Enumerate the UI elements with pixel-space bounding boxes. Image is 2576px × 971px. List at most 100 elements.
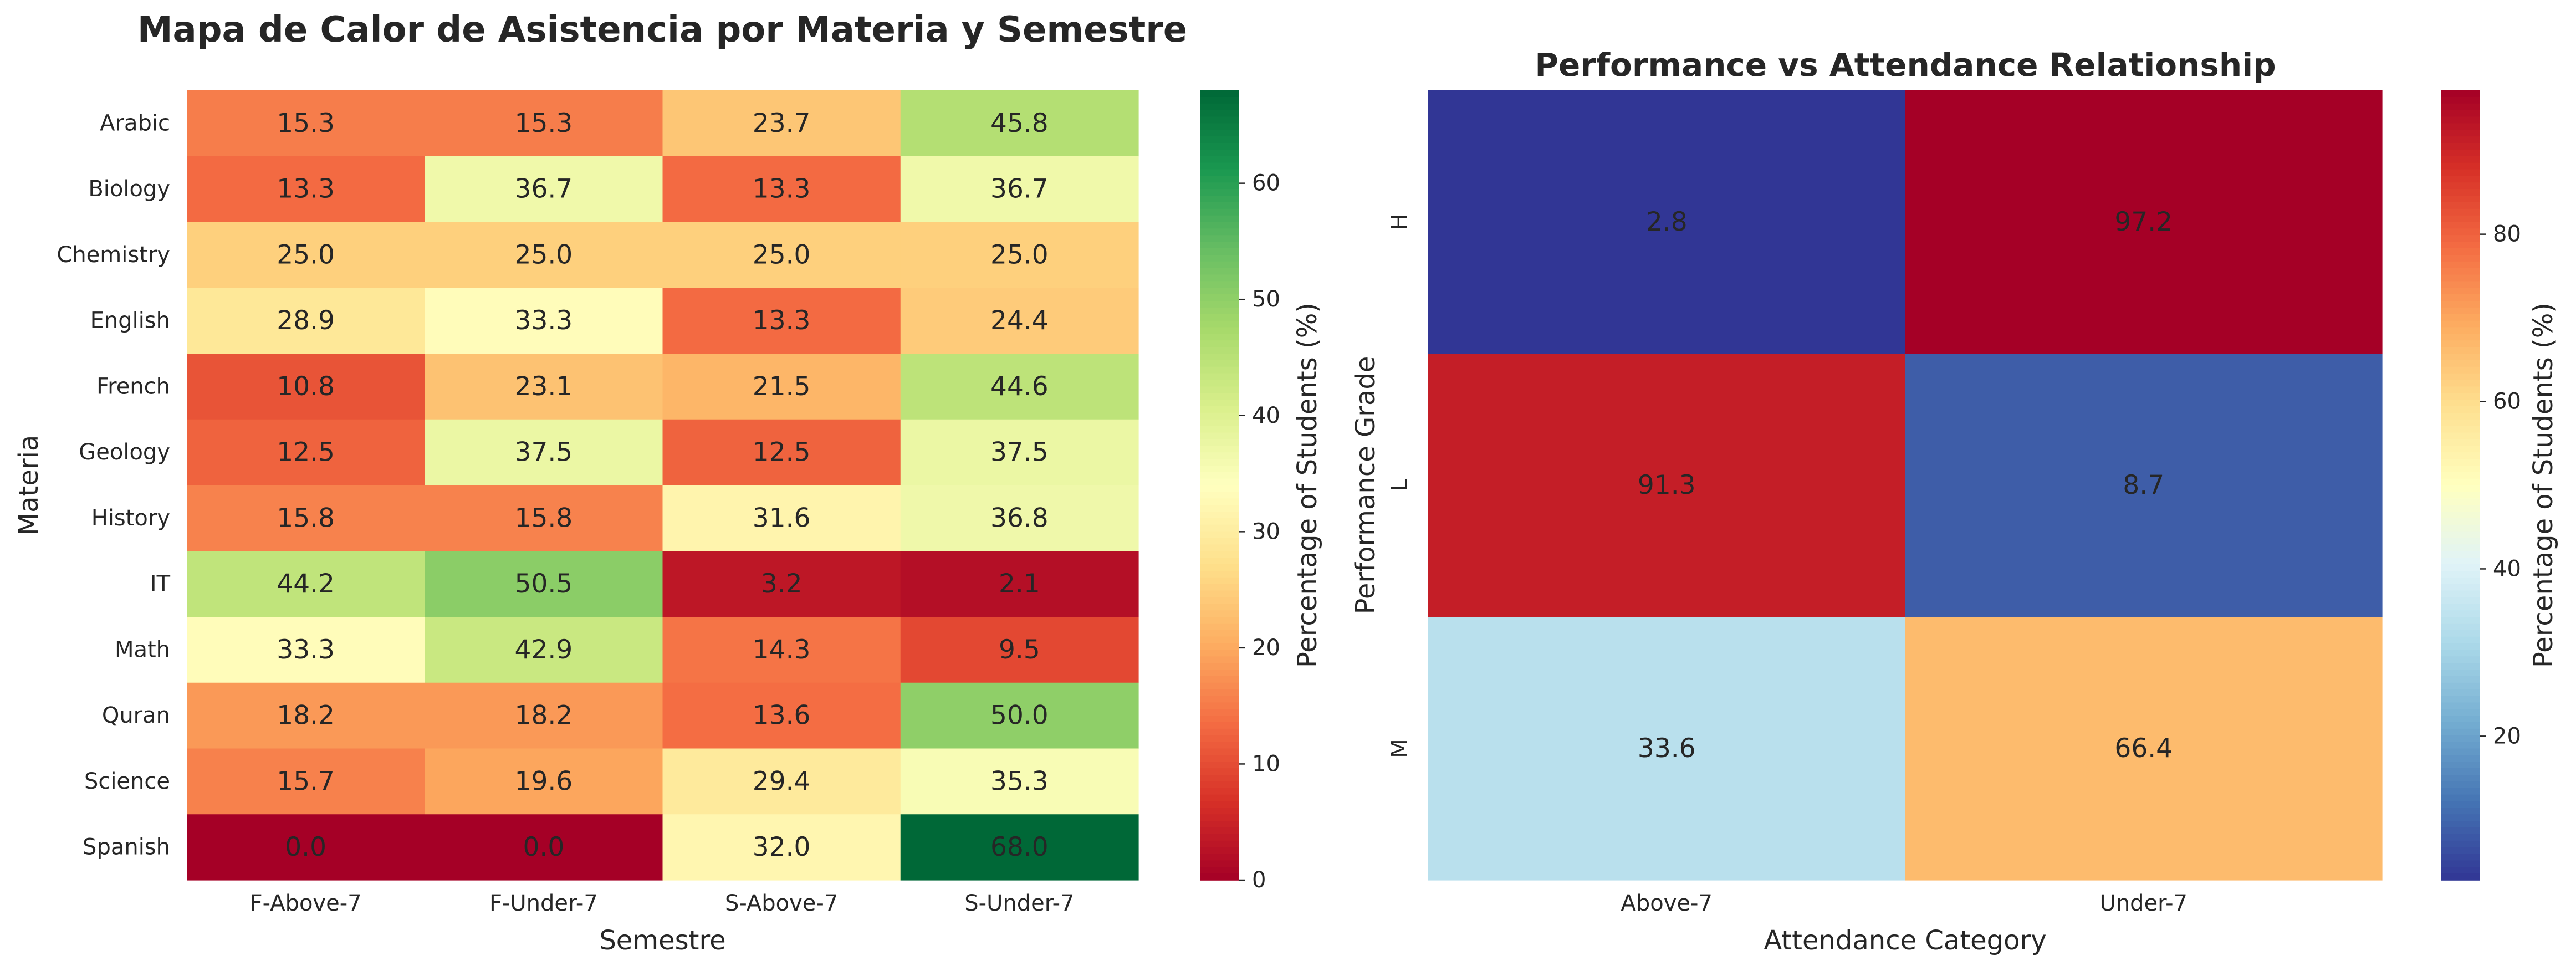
- colorbar-segment: [2441, 478, 2480, 486]
- colorbar-segment: [2441, 360, 2480, 367]
- cell-value-label: 68.0: [990, 832, 1049, 862]
- colorbar: 20 40 60 80 Percentage of Students (%): [2441, 90, 2559, 881]
- colorbar-label: Percentage of Students (%): [2528, 303, 2559, 668]
- colorbar-segment: [1200, 781, 1239, 789]
- cell-value-label: 50.5: [515, 569, 573, 599]
- colorbar-segment: [1200, 597, 1239, 605]
- colorbar-segment: [1200, 281, 1239, 289]
- colorbar-segment: [1200, 419, 1239, 427]
- colorbar-segment: [2441, 728, 2480, 736]
- colorbar-segment: [1200, 663, 1239, 670]
- colorbar-segment: [1200, 162, 1239, 170]
- colorbar-segment: [1200, 860, 1239, 868]
- colorbar-segment: [1200, 472, 1239, 479]
- colorbar-segment: [1200, 623, 1239, 631]
- colorbar-segment: [1200, 176, 1239, 183]
- colorbar-segment: [1200, 834, 1239, 841]
- colorbar-segment: [1200, 400, 1239, 407]
- y-tick-label: Science: [84, 769, 170, 794]
- colorbar-segment: [2441, 570, 2480, 578]
- y-tick-label: Arabic: [100, 110, 170, 136]
- y-tick-label: IT: [150, 571, 171, 597]
- colorbar-segment: [1200, 590, 1239, 598]
- colorbar-segment: [1200, 827, 1239, 835]
- cell-value-label: 25.0: [515, 239, 573, 270]
- heatmap-cell: [187, 90, 425, 157]
- colorbar-segment: [1200, 459, 1239, 466]
- colorbar-segment: [1200, 551, 1239, 558]
- colorbar-segment: [1200, 748, 1239, 756]
- colorbar-tick-label: 10: [1252, 751, 1280, 776]
- heatmap-cell: [425, 288, 663, 354]
- colorbar-segment: [1200, 208, 1239, 216]
- colorbar-tick-label: 60: [1252, 171, 1280, 196]
- cell-value-label: 29.4: [753, 766, 811, 796]
- x-axis-label: Attendance Category: [1764, 925, 2046, 956]
- colorbar-segment: [2441, 775, 2480, 782]
- x-axis-label: Semestre: [599, 925, 725, 956]
- colorbar-segment: [2441, 103, 2480, 111]
- colorbar-segment: [2441, 722, 2480, 729]
- colorbar-segment: [2441, 149, 2480, 157]
- heatmap-cell: [187, 156, 425, 223]
- heatmap-chart-2: 2.8 97.2 91.3 8.7 33.6 66.4 Above-7 Under-7 H L M P…: [1350, 46, 2559, 956]
- colorbar-segment: [2441, 294, 2480, 301]
- cell-value-label: 50.0: [990, 701, 1049, 731]
- colorbar-segment: [2441, 498, 2480, 505]
- heatmap-cell: [900, 156, 1139, 223]
- colorbar-segment: [1200, 814, 1239, 821]
- cell-value-label: 19.6: [515, 766, 573, 796]
- heatmap-cell: [662, 419, 901, 486]
- colorbar-segment: [1200, 558, 1239, 565]
- colorbar-segment: [2441, 610, 2480, 617]
- colorbar-segment: [1200, 570, 1239, 578]
- colorbar-segment: [2441, 314, 2480, 321]
- cell-value-label: 15.3: [277, 108, 335, 139]
- colorbar-segment: [2441, 801, 2480, 809]
- colorbar-segment: [1200, 867, 1239, 874]
- cell-value-label: 28.9: [277, 305, 335, 336]
- colorbar-segment: [2441, 419, 2480, 427]
- cell-value-label: 42.9: [515, 635, 573, 665]
- colorbar-segment: [2441, 301, 2480, 308]
- colorbar-segment: [2441, 386, 2480, 394]
- cell-value-label: 25.0: [753, 239, 811, 270]
- colorbar-segment: [2441, 123, 2480, 131]
- colorbar-segment: [2441, 307, 2480, 315]
- heatmap-cell: [187, 419, 425, 486]
- y-tick-label: M: [1387, 739, 1413, 758]
- colorbar-segment: [2441, 650, 2480, 657]
- cell-value-label: 44.2: [277, 569, 335, 599]
- colorbar-segment: [2441, 617, 2480, 624]
- cell-value-label: 45.8: [990, 108, 1049, 139]
- colorbar-segment: [1200, 696, 1239, 703]
- colorbar-segment: [2441, 242, 2480, 249]
- colorbar-segment: [1200, 242, 1239, 249]
- colorbar-segment: [1200, 722, 1239, 729]
- colorbar-segment: [1200, 196, 1239, 203]
- colorbar-segment: [1200, 426, 1239, 433]
- colorbar-segment: [1200, 643, 1239, 651]
- colorbar-segment: [1200, 393, 1239, 400]
- colorbar-segment: [1200, 406, 1239, 413]
- cell-value-label: 24.4: [990, 305, 1049, 336]
- heatmap-cell: [900, 485, 1139, 551]
- y-tick-label: English: [90, 308, 170, 334]
- colorbar-segment: [2441, 788, 2480, 795]
- heatmap-cell: [187, 354, 425, 420]
- y-tick-label: Math: [115, 637, 170, 662]
- cell-value-label: 36.7: [990, 174, 1049, 205]
- heatmap-cell: [425, 222, 663, 288]
- colorbar-segment: [2441, 531, 2480, 539]
- heatmap-cell: [900, 617, 1139, 683]
- y-tick-label: L: [1387, 479, 1413, 492]
- colorbar-segment: [1200, 143, 1239, 150]
- y-tick-label: Quran: [102, 703, 170, 728]
- colorbar-segment: [2441, 834, 2480, 841]
- colorbar-label: Percentage of Students (%): [1292, 303, 1323, 668]
- colorbar-segment: [1200, 630, 1239, 637]
- colorbar-segment: [1200, 314, 1239, 321]
- colorbar-segment: [2441, 162, 2480, 170]
- colorbar-segment: [1200, 334, 1239, 341]
- colorbar-segment: [2441, 136, 2480, 144]
